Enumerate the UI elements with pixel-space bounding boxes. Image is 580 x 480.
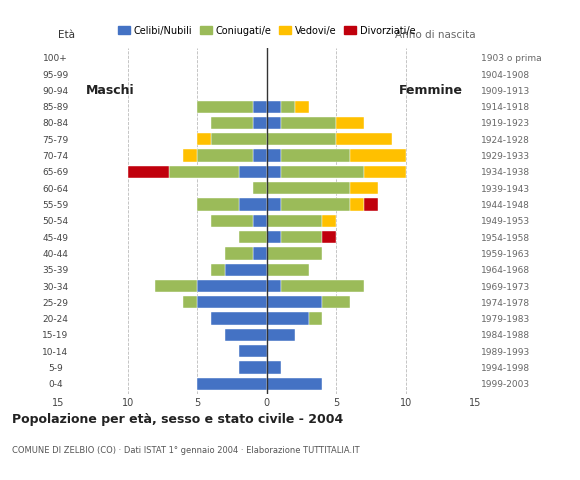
Bar bbox=[253, 247, 267, 260]
Bar bbox=[267, 231, 281, 243]
Bar bbox=[309, 312, 322, 325]
Bar bbox=[211, 215, 253, 227]
Bar bbox=[267, 312, 309, 325]
Bar bbox=[197, 101, 253, 113]
Bar bbox=[239, 231, 267, 243]
Bar bbox=[197, 296, 267, 309]
Bar bbox=[281, 117, 336, 129]
Bar bbox=[267, 149, 281, 162]
Bar bbox=[267, 264, 309, 276]
Bar bbox=[281, 280, 364, 292]
Bar bbox=[155, 280, 197, 292]
Bar bbox=[295, 101, 309, 113]
Bar bbox=[350, 182, 378, 194]
Bar bbox=[253, 149, 267, 162]
Bar bbox=[267, 378, 322, 390]
Text: COMUNE DI ZELBIO (CO) · Dati ISTAT 1° gennaio 2004 · Elaborazione TUTTITALIA.IT: COMUNE DI ZELBIO (CO) · Dati ISTAT 1° ge… bbox=[12, 446, 359, 456]
Bar bbox=[267, 280, 281, 292]
Bar bbox=[253, 215, 267, 227]
Bar bbox=[281, 149, 350, 162]
Bar bbox=[267, 361, 281, 373]
Bar bbox=[239, 198, 267, 211]
Bar bbox=[197, 133, 211, 145]
Bar bbox=[197, 280, 267, 292]
Bar bbox=[281, 198, 350, 211]
Bar bbox=[267, 215, 322, 227]
Text: Femmine: Femmine bbox=[399, 84, 463, 97]
Bar bbox=[322, 215, 336, 227]
Bar bbox=[183, 296, 197, 309]
Bar bbox=[197, 149, 253, 162]
Bar bbox=[253, 101, 267, 113]
Bar bbox=[183, 149, 197, 162]
Bar bbox=[281, 101, 295, 113]
Bar bbox=[267, 101, 281, 113]
Bar bbox=[267, 329, 295, 341]
Bar bbox=[350, 198, 364, 211]
Bar bbox=[239, 345, 267, 357]
Bar bbox=[322, 231, 336, 243]
Bar bbox=[169, 166, 239, 178]
Bar bbox=[211, 117, 253, 129]
Bar bbox=[267, 247, 322, 260]
Text: Popolazione per età, sesso e stato civile - 2004: Popolazione per età, sesso e stato civil… bbox=[12, 413, 343, 426]
Bar bbox=[336, 133, 392, 145]
Bar bbox=[239, 361, 267, 373]
Bar bbox=[225, 329, 267, 341]
Bar bbox=[267, 117, 281, 129]
Bar bbox=[253, 117, 267, 129]
Bar bbox=[267, 166, 281, 178]
Bar bbox=[350, 149, 406, 162]
Bar bbox=[253, 182, 267, 194]
Bar bbox=[364, 166, 406, 178]
Bar bbox=[128, 166, 169, 178]
Bar bbox=[211, 312, 267, 325]
Bar bbox=[197, 378, 267, 390]
Bar bbox=[322, 296, 350, 309]
Text: Anno di nascita: Anno di nascita bbox=[395, 30, 476, 40]
Bar bbox=[239, 166, 267, 178]
Bar bbox=[267, 198, 281, 211]
Bar bbox=[364, 198, 378, 211]
Bar bbox=[211, 264, 225, 276]
Bar bbox=[225, 247, 253, 260]
Text: Età: Età bbox=[58, 30, 75, 40]
Bar bbox=[225, 264, 267, 276]
Bar bbox=[281, 231, 322, 243]
Text: Maschi: Maschi bbox=[86, 84, 135, 97]
Legend: Celibi/Nubili, Coniugati/e, Vedovi/e, Divorziati/e: Celibi/Nubili, Coniugati/e, Vedovi/e, Di… bbox=[114, 22, 419, 40]
Bar bbox=[211, 133, 267, 145]
Bar bbox=[267, 133, 336, 145]
Bar bbox=[267, 182, 350, 194]
Bar bbox=[336, 117, 364, 129]
Bar bbox=[197, 198, 239, 211]
Bar bbox=[281, 166, 364, 178]
Bar bbox=[267, 296, 322, 309]
